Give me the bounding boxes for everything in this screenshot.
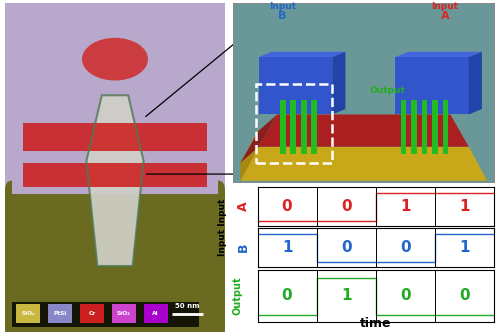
Text: 1: 1 xyxy=(341,288,351,303)
Text: A: A xyxy=(237,202,250,211)
Polygon shape xyxy=(240,115,277,163)
Bar xyxy=(112,305,136,324)
Text: B: B xyxy=(237,243,250,253)
Bar xyxy=(80,305,104,324)
Text: Input Input: Input Input xyxy=(218,198,227,256)
Text: Input: Input xyxy=(269,2,296,11)
Text: time: time xyxy=(360,317,392,330)
Bar xyxy=(432,100,438,154)
Text: PtSi: PtSi xyxy=(54,312,66,317)
Bar xyxy=(422,100,428,154)
Text: 0: 0 xyxy=(282,199,292,214)
Bar xyxy=(311,100,317,154)
Polygon shape xyxy=(259,52,346,57)
Text: 0: 0 xyxy=(282,288,292,303)
Bar xyxy=(22,162,208,187)
Text: 1: 1 xyxy=(282,240,292,255)
Text: Cr: Cr xyxy=(88,312,96,317)
Polygon shape xyxy=(259,115,469,147)
Polygon shape xyxy=(259,57,332,115)
Text: 1: 1 xyxy=(459,199,469,214)
Text: Output: Output xyxy=(232,276,242,315)
Text: 0: 0 xyxy=(459,288,470,303)
Polygon shape xyxy=(332,52,345,115)
Text: 0: 0 xyxy=(400,240,410,255)
Polygon shape xyxy=(395,57,469,115)
Polygon shape xyxy=(469,52,482,115)
Text: Al: Al xyxy=(152,312,159,317)
Text: 0: 0 xyxy=(341,199,351,214)
Bar xyxy=(16,305,40,324)
Bar xyxy=(144,305,168,324)
Ellipse shape xyxy=(82,38,148,80)
Bar xyxy=(442,100,448,154)
Text: SiO₂: SiO₂ xyxy=(117,312,130,317)
Polygon shape xyxy=(395,52,482,57)
Bar xyxy=(12,302,198,327)
Text: 1: 1 xyxy=(400,199,410,214)
Text: Output: Output xyxy=(369,86,405,95)
Bar xyxy=(290,100,296,154)
Bar xyxy=(22,123,208,151)
Polygon shape xyxy=(240,129,259,181)
Text: 1: 1 xyxy=(459,240,469,255)
Polygon shape xyxy=(86,95,144,266)
Bar xyxy=(280,100,285,154)
Bar xyxy=(411,100,417,154)
FancyBboxPatch shape xyxy=(5,181,225,335)
Polygon shape xyxy=(240,147,487,181)
FancyBboxPatch shape xyxy=(3,0,227,335)
Text: A: A xyxy=(441,11,450,21)
Text: B: B xyxy=(278,11,286,21)
Text: 0: 0 xyxy=(400,288,410,303)
Bar xyxy=(48,305,72,324)
Text: SiOₓ: SiOₓ xyxy=(22,312,35,317)
Text: 0: 0 xyxy=(341,240,351,255)
Text: Input: Input xyxy=(432,2,458,11)
Text: 50 nm: 50 nm xyxy=(176,303,200,309)
Bar xyxy=(400,100,406,154)
Bar xyxy=(301,100,306,154)
Polygon shape xyxy=(12,10,218,194)
